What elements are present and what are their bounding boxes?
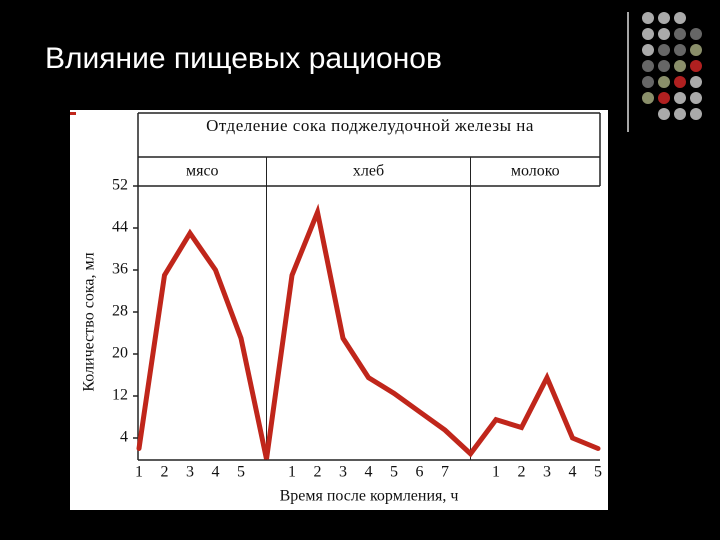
x-tick-label: 3 (543, 464, 551, 481)
y-axis-label: Количество сока, мл (81, 252, 98, 391)
decor-dot (658, 44, 670, 56)
x-axis-label: Время после кормления, ч (280, 488, 459, 505)
x-tick-label: 4 (365, 464, 373, 481)
x-tick-label: 5 (237, 464, 245, 481)
decor-dot (658, 76, 670, 88)
x-tick-label: 4 (212, 464, 220, 481)
decor-dot (674, 44, 686, 56)
y-tick-label: 36 (112, 261, 128, 278)
decor-dot (642, 92, 654, 104)
decor-dot (674, 108, 686, 120)
y-tick-label: 4 (120, 429, 128, 446)
x-tick-label: 1 (492, 464, 500, 481)
marker (70, 112, 76, 115)
decor-dot (642, 12, 654, 24)
decor-dot (642, 44, 654, 56)
decor-dot (642, 28, 654, 40)
decor-dot (642, 60, 654, 72)
decor-dot (642, 76, 654, 88)
decor-dot (658, 108, 670, 120)
x-tick-label: 3 (339, 464, 347, 481)
decor-dot (690, 60, 702, 72)
x-tick-label: 2 (161, 464, 169, 481)
decor-dot (674, 12, 686, 24)
section-label: хлеб (353, 163, 384, 180)
decor-dot (674, 28, 686, 40)
x-tick-label: 6 (416, 464, 424, 481)
data-line (136, 203, 601, 460)
decor-dot (674, 76, 686, 88)
x-tick-label: 2 (518, 464, 526, 481)
y-tick-label: 52 (112, 177, 128, 194)
decor-dot (658, 92, 670, 104)
decor-dot (690, 108, 702, 120)
decor-dot (674, 92, 686, 104)
x-tick-label: 3 (186, 464, 194, 481)
y-tick-label: 12 (112, 387, 128, 404)
section-label: молоко (511, 163, 560, 180)
chart-title: Отделение сока поджелудочной железы на (206, 116, 534, 135)
decor-dot (690, 44, 702, 56)
decor-dot (690, 28, 702, 40)
slide-title: Влияние пищевых рационов (45, 42, 442, 75)
decor-dots (642, 12, 702, 120)
decor-dot (674, 60, 686, 72)
decor-dot (690, 92, 702, 104)
x-tick-label: 5 (390, 464, 398, 481)
decor-dot (658, 60, 670, 72)
y-tick-label: 28 (112, 303, 128, 320)
x-tick-label: 5 (594, 464, 602, 481)
x-tick-label: 4 (569, 464, 577, 481)
decor-dot (690, 76, 702, 88)
x-tick-label: 7 (441, 464, 449, 481)
y-tick-label: 20 (112, 345, 128, 362)
decor-dot (658, 12, 670, 24)
x-tick-label: 1 (288, 464, 296, 481)
decor-dot (658, 28, 670, 40)
y-tick-label: 44 (112, 219, 128, 236)
x-tick-label: 2 (314, 464, 322, 481)
x-tick-label: 1 (135, 464, 143, 481)
section-label: мясо (186, 163, 219, 180)
